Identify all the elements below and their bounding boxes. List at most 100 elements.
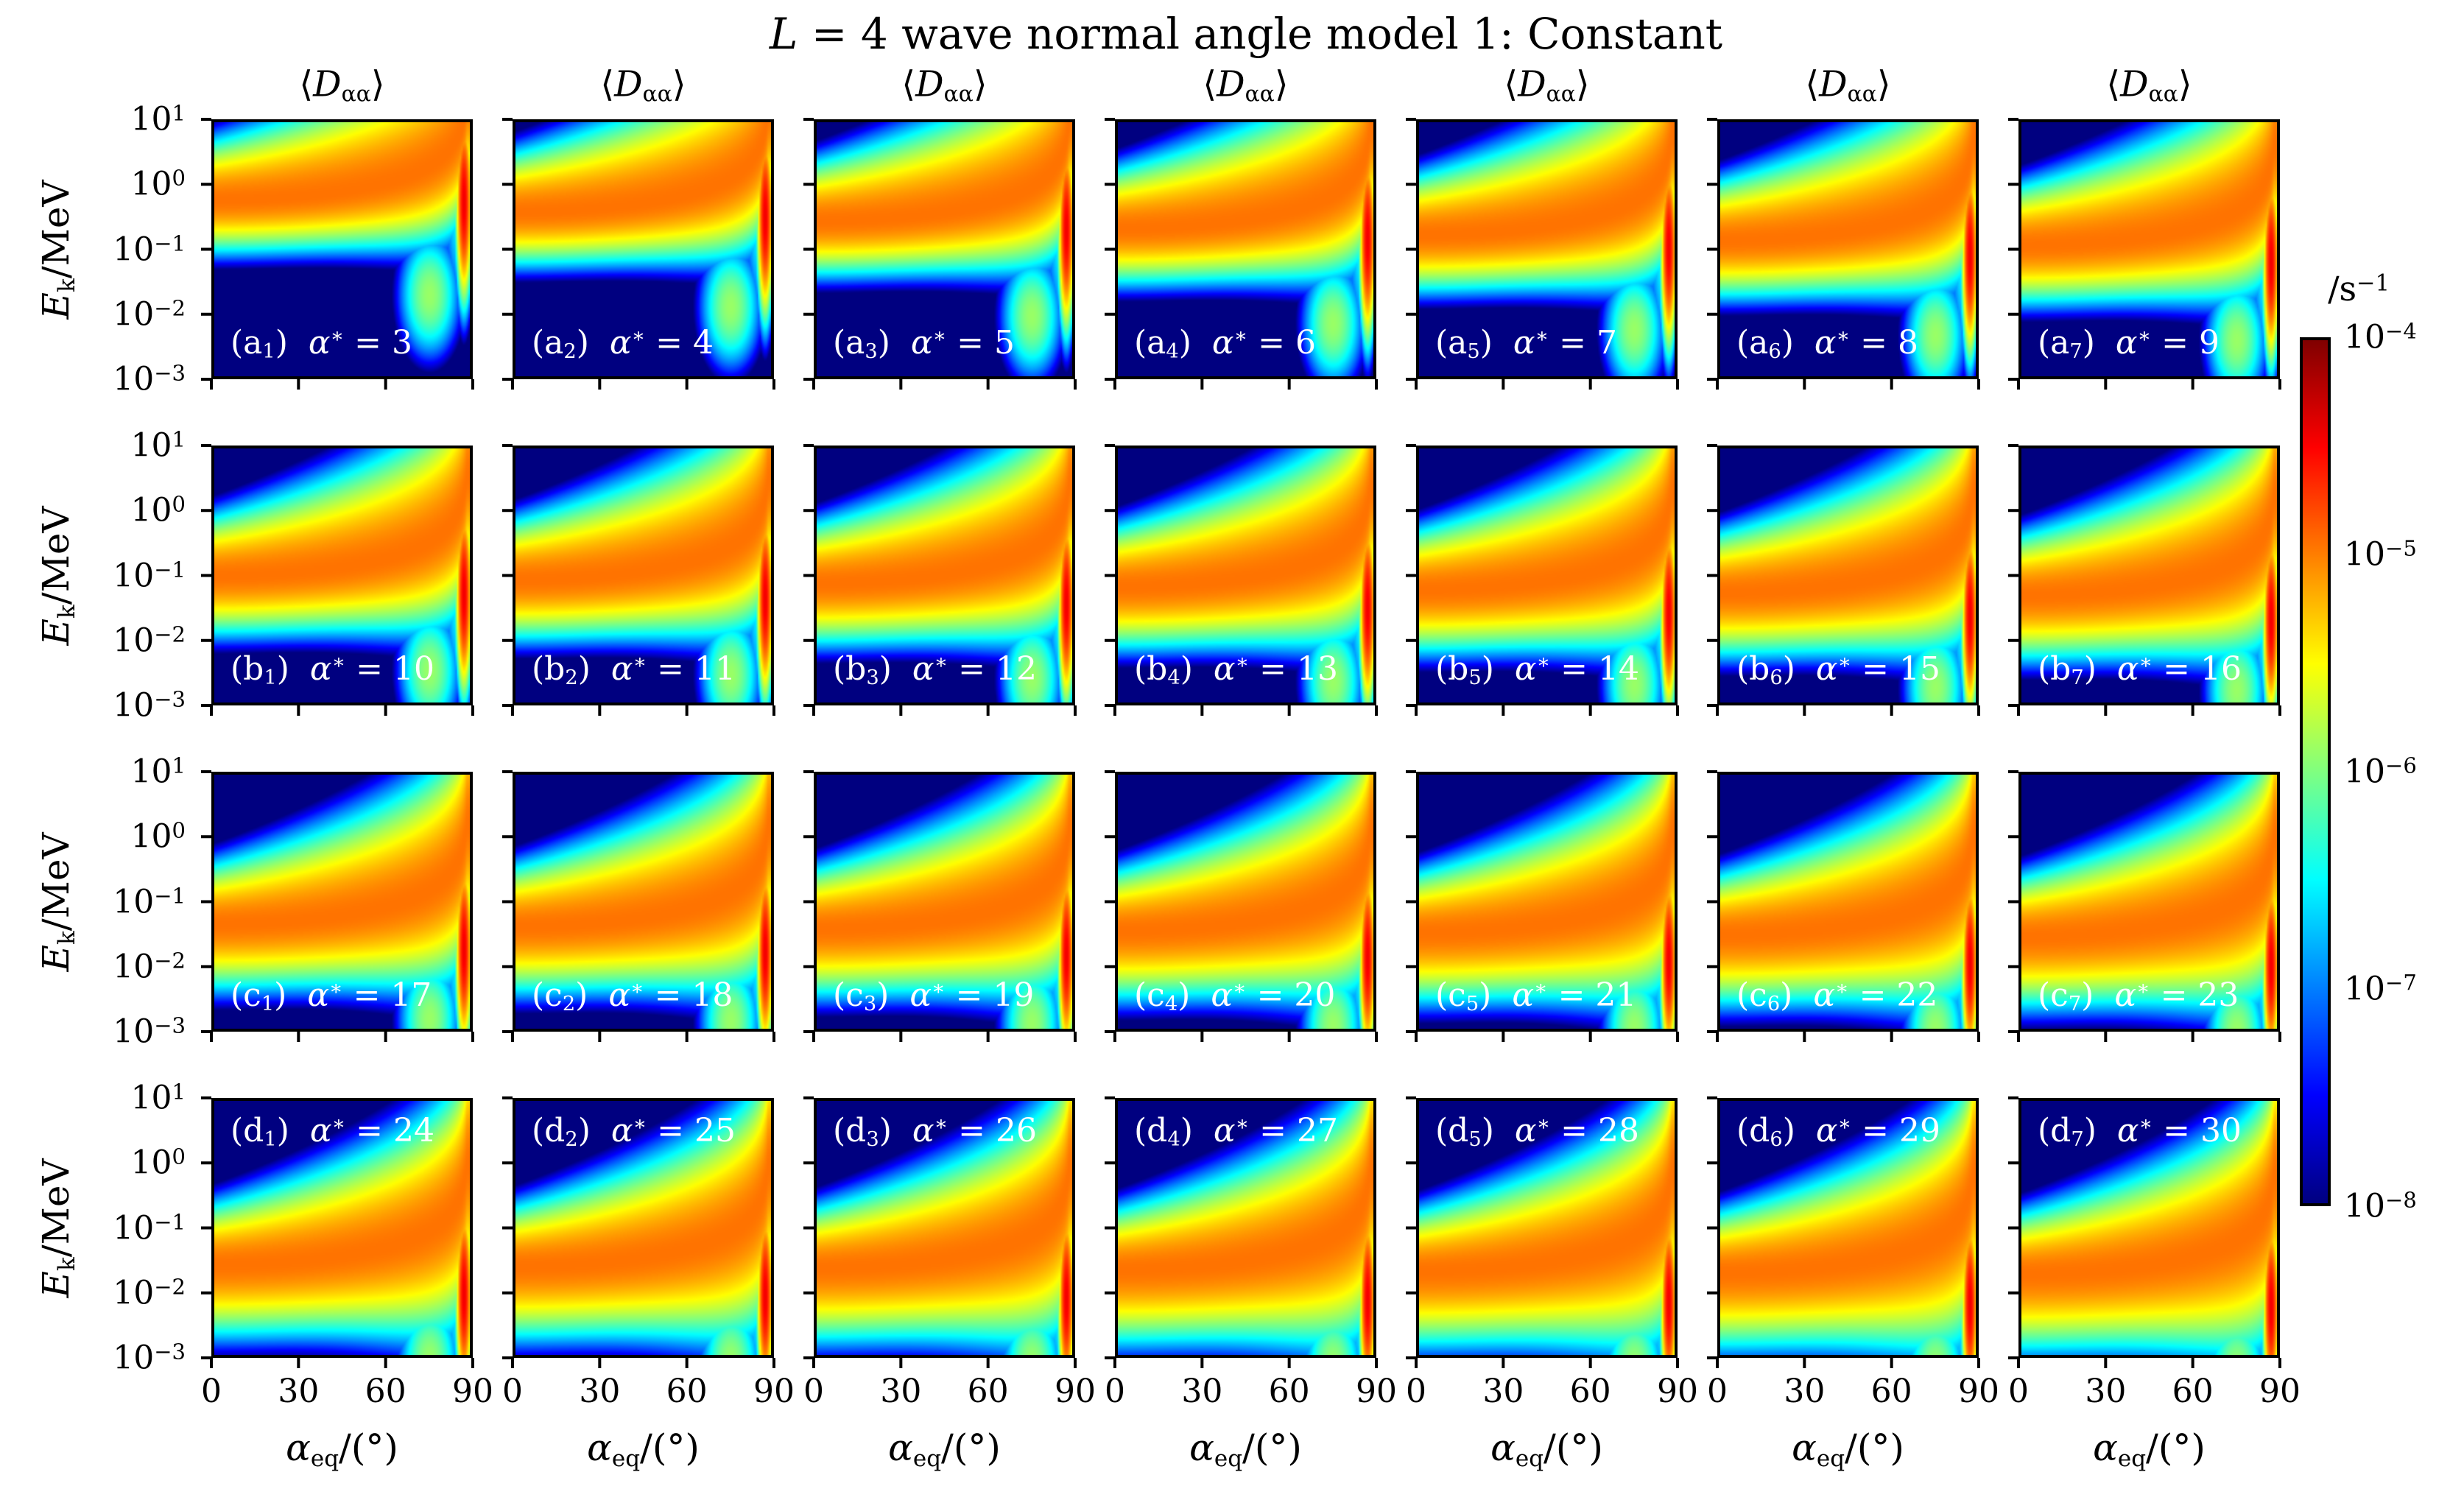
panel-label-b2: (b2) α∗ = 11 bbox=[532, 649, 736, 689]
y-tick-label: 100 bbox=[130, 1144, 186, 1182]
panel-b1: (b1) α∗ = 10 bbox=[211, 446, 473, 705]
x-tick-label: 30 bbox=[1482, 1373, 1524, 1410]
panel-label-d3: (d3) α∗ = 26 bbox=[833, 1112, 1037, 1151]
panel-label-b7: (b7) α∗ = 16 bbox=[2038, 649, 2242, 689]
panel-label-a2: (a2) α∗ = 4 bbox=[532, 323, 714, 363]
x-tick-label: 60 bbox=[2172, 1373, 2214, 1410]
colorbar-tick-label: 10−5 bbox=[2344, 535, 2417, 574]
x-tick-label: 90 bbox=[1958, 1373, 1999, 1410]
panel-c2: (c2) α∗ = 18 bbox=[513, 772, 774, 1032]
panel-c4: (c4) α∗ = 20 bbox=[1115, 772, 1376, 1032]
panel-label-a4: (a4) α∗ = 6 bbox=[1134, 323, 1317, 363]
panel-b6: (b6) α∗ = 15 bbox=[1717, 446, 1979, 705]
panel-b5: (b5) α∗ = 14 bbox=[1416, 446, 1678, 705]
panel-label-c7: (c7) α∗ = 23 bbox=[2038, 976, 2239, 1015]
x-tick-label: 90 bbox=[1356, 1373, 1397, 1410]
x-axis-label-6: αeq/(°) bbox=[1792, 1426, 1904, 1472]
title-text: = 4 wave normal angle model 1: Constant bbox=[798, 9, 1723, 59]
panel-a4: (a4) α∗ = 6 bbox=[1115, 119, 1376, 379]
x-axis-label-3: αeq/(°) bbox=[888, 1426, 1001, 1472]
colorbar-tick-label: 10−8 bbox=[2344, 1187, 2417, 1225]
panel-label-c1: (c1) α∗ = 17 bbox=[230, 976, 432, 1015]
y-tick-label: 101 bbox=[130, 1079, 186, 1117]
x-tick-label: 0 bbox=[1707, 1373, 1728, 1410]
panel-d2: (d2) α∗ = 25 bbox=[513, 1098, 774, 1358]
panel-label-c5: (c5) α∗ = 21 bbox=[1435, 976, 1637, 1015]
x-tick-label: 60 bbox=[666, 1373, 708, 1410]
x-tick-label: 90 bbox=[753, 1373, 795, 1410]
y-tick-label: 10−3 bbox=[113, 1339, 186, 1377]
panel-label-c3: (c3) α∗ = 19 bbox=[833, 976, 1035, 1015]
panel-label-c4: (c4) α∗ = 20 bbox=[1134, 976, 1336, 1015]
title-math-var: L bbox=[769, 9, 798, 59]
x-tick-label: 0 bbox=[2008, 1373, 2029, 1410]
panel-label-d2: (d2) α∗ = 25 bbox=[532, 1112, 736, 1151]
panel-a5: (a5) α∗ = 7 bbox=[1416, 119, 1678, 379]
figure-title: L = 4 wave normal angle model 1: Constan… bbox=[770, 9, 1722, 59]
x-tick-label: 60 bbox=[967, 1373, 1009, 1410]
panel-c7: (c7) α∗ = 23 bbox=[2018, 772, 2280, 1032]
panel-label-a3: (a3) α∗ = 5 bbox=[833, 323, 1015, 363]
panel-label-c6: (c6) α∗ = 22 bbox=[1736, 976, 1938, 1015]
panel-d3: (d3) α∗ = 26 bbox=[814, 1098, 1075, 1358]
panel-label-b1: (b1) α∗ = 10 bbox=[230, 649, 434, 689]
y-tick-label: 10−3 bbox=[113, 686, 186, 725]
x-tick-label: 0 bbox=[201, 1373, 222, 1410]
x-tick-label: 30 bbox=[579, 1373, 621, 1410]
y-tick-label: 100 bbox=[130, 491, 186, 529]
panel-a6: (a6) α∗ = 8 bbox=[1717, 119, 1979, 379]
y-tick-label: 10−3 bbox=[113, 360, 186, 398]
x-tick-label: 60 bbox=[1268, 1373, 1310, 1410]
panel-b3: (b3) α∗ = 12 bbox=[814, 446, 1075, 705]
y-axis-label-row-2: Ek/MeV bbox=[35, 505, 80, 646]
panel-a1: (a1) α∗ = 3 bbox=[211, 119, 473, 379]
x-tick-label: 0 bbox=[1105, 1373, 1125, 1410]
y-tick-label: 10−2 bbox=[113, 621, 186, 660]
x-axis-label-7: αeq/(°) bbox=[2093, 1426, 2206, 1472]
panel-label-b6: (b6) α∗ = 15 bbox=[1736, 649, 1940, 689]
y-tick-label: 10−2 bbox=[113, 948, 186, 986]
colorbar-unit-exp: −1 bbox=[2356, 270, 2390, 297]
y-tick-label: 10−3 bbox=[113, 1013, 186, 1051]
y-tick-label: 101 bbox=[130, 753, 186, 791]
x-axis-label-4: αeq/(°) bbox=[1189, 1426, 1302, 1472]
panel-label-d4: (d4) α∗ = 27 bbox=[1134, 1112, 1338, 1151]
column-title-1: ⟨Dαα⟩ bbox=[299, 63, 385, 108]
panel-b4: (b4) α∗ = 13 bbox=[1115, 446, 1376, 705]
column-title-2: ⟨Dαα⟩ bbox=[600, 63, 686, 108]
panel-d4: (d4) α∗ = 27 bbox=[1115, 1098, 1376, 1358]
x-tick-label: 60 bbox=[1870, 1373, 1912, 1410]
column-title-3: ⟨Dαα⟩ bbox=[901, 63, 988, 108]
x-tick-label: 30 bbox=[1181, 1373, 1223, 1410]
panel-c5: (c5) α∗ = 21 bbox=[1416, 772, 1678, 1032]
colorbar-gradient bbox=[2300, 337, 2331, 1206]
panel-label-b5: (b5) α∗ = 14 bbox=[1435, 649, 1639, 689]
y-tick-label: 101 bbox=[130, 100, 186, 138]
y-axis-label-row-3: Ek/MeV bbox=[35, 831, 80, 972]
panel-label-a7: (a7) α∗ = 9 bbox=[2038, 323, 2220, 363]
panel-d5: (d5) α∗ = 28 bbox=[1416, 1098, 1678, 1358]
panel-a3: (a3) α∗ = 5 bbox=[814, 119, 1075, 379]
x-tick-label: 30 bbox=[1784, 1373, 1826, 1410]
y-axis-label-row-4: Ek/MeV bbox=[35, 1158, 80, 1298]
colorbar-tick-label: 10−4 bbox=[2344, 318, 2417, 356]
x-tick-label: 30 bbox=[278, 1373, 320, 1410]
y-tick-label: 10−1 bbox=[113, 882, 186, 921]
x-tick-label: 30 bbox=[2085, 1373, 2127, 1410]
column-title-5: ⟨Dαα⟩ bbox=[1504, 63, 1590, 108]
panel-c3: (c3) α∗ = 19 bbox=[814, 772, 1075, 1032]
x-tick-label: 90 bbox=[2259, 1373, 2301, 1410]
y-tick-label: 10−1 bbox=[113, 556, 186, 595]
y-tick-label: 10−2 bbox=[113, 295, 186, 334]
x-tick-label: 90 bbox=[1657, 1373, 1698, 1410]
x-tick-label: 60 bbox=[365, 1373, 406, 1410]
y-tick-label: 10−1 bbox=[113, 1208, 186, 1247]
y-tick-label: 101 bbox=[130, 426, 186, 465]
x-tick-label: 0 bbox=[1406, 1373, 1426, 1410]
panel-b7: (b7) α∗ = 16 bbox=[2018, 446, 2280, 705]
panel-label-a1: (a1) α∗ = 3 bbox=[230, 323, 413, 363]
panel-c1: (c1) α∗ = 17 bbox=[211, 772, 473, 1032]
panel-label-c2: (c2) α∗ = 18 bbox=[532, 976, 733, 1015]
x-tick-label: 60 bbox=[1569, 1373, 1611, 1410]
column-title-4: ⟨Dαα⟩ bbox=[1203, 63, 1289, 108]
